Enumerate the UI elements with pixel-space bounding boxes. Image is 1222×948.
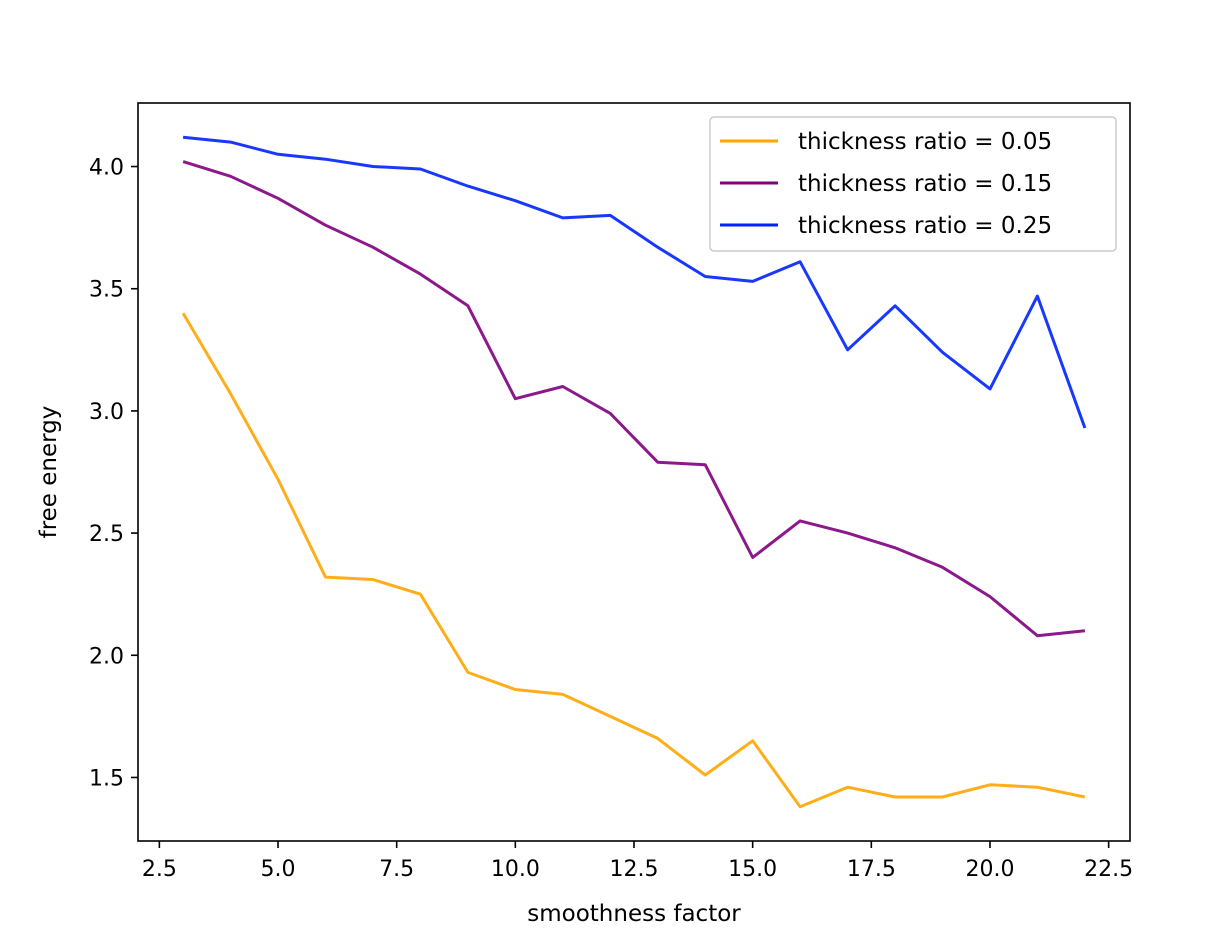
x-tick-label: 15.0 (728, 857, 777, 882)
x-tick-label: 12.5 (610, 857, 659, 882)
x-tick-label: 7.5 (379, 857, 414, 882)
y-tick-label: 2.0 (89, 644, 124, 669)
legend-label-1: thickness ratio = 0.15 (798, 171, 1052, 197)
x-axis-label: smoothness factor (527, 901, 741, 927)
x-tick-label: 5.0 (261, 857, 296, 882)
plot-area-frame (137, 102, 1131, 842)
series-lines (181, 135, 1087, 809)
y-tick-label: 2.5 (89, 522, 124, 547)
x-tick-label: 2.5 (142, 857, 177, 882)
x-tick-label: 17.5 (847, 857, 896, 882)
series-line-2 (182, 135, 1087, 429)
x-tick-label: 10.0 (491, 857, 540, 882)
series-line-1 (182, 160, 1086, 638)
legend-box (709, 116, 1117, 252)
legend-label-2: thickness ratio = 0.25 (798, 213, 1052, 239)
y-tick-label: 3.5 (89, 278, 124, 303)
series-line-0 (181, 312, 1086, 809)
y-tick-label: 4.0 (89, 156, 124, 181)
axis-ticks: 2.5 5.0 7.5 10.0 12.5 15.0 17.5 20.0 22.5 1.5 2.0 2… (89, 156, 1133, 882)
legend-label-0: thickness ratio = 0.05 (798, 129, 1052, 155)
x-tick-label: 22.5 (1084, 857, 1133, 882)
y-tick-label: 1.5 (89, 766, 124, 791)
y-axis-label: free energy (36, 406, 62, 539)
x-tick-label: 20.0 (965, 857, 1014, 882)
legend: thickness ratio = 0.05 thickness ratio = … (709, 116, 1117, 252)
y-tick-label: 3.0 (89, 400, 124, 425)
